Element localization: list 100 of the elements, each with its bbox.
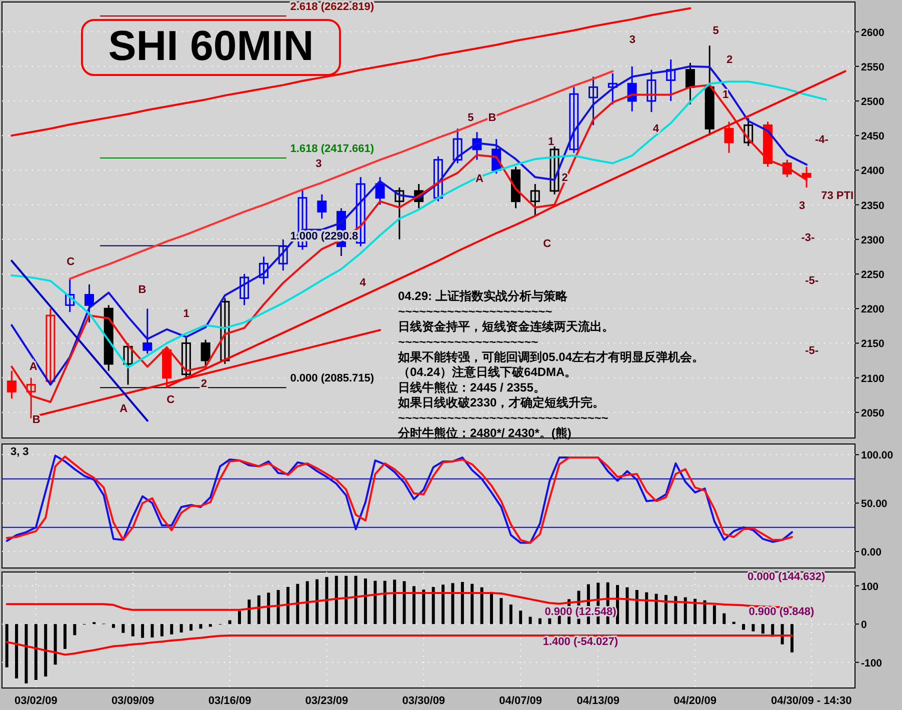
bar [664,594,668,624]
bar [519,610,522,624]
y-tick-label: 2250 [861,268,885,281]
y-tick-label: 0 [861,619,867,632]
annotation: 3 [316,158,322,170]
bar [160,624,164,636]
y-tick-label: 2600 [861,26,885,39]
bar [228,620,232,624]
y-tick-label: 2300 [861,234,885,246]
annotation: 5 [468,112,474,124]
annotation: B [138,284,146,296]
annotation: 4 [652,122,660,135]
bar [712,605,716,624]
bar [364,578,367,624]
bar [752,624,755,632]
annotation: A [120,402,128,415]
bar [238,611,241,624]
bar [374,580,377,624]
bar [790,624,794,652]
bar [267,592,270,624]
annotation: 3 [629,34,636,46]
bar [383,580,386,624]
annotation: 1 [183,308,190,320]
y-tick-label: 0.00 [861,546,882,559]
bar [422,590,426,624]
annotation: -4- [814,134,829,146]
bar [15,624,18,678]
bar [334,576,338,624]
line-series [6,634,793,656]
y-tick-label: 50.00 [861,498,888,510]
bar [112,624,115,628]
bar [44,624,48,677]
ref-line-label: 0.000 (2085.715) [290,372,374,385]
ref-line-label: 2.618 (2622.819) [290,0,374,13]
y-tick-label: 2450 [861,130,885,143]
annotation: 如果日线收破2330，才确定短线升完。 [397,396,605,410]
bar [208,624,212,627]
bar [780,624,784,644]
bar [248,600,251,624]
bar [54,624,57,665]
bar [354,576,358,624]
bar [412,586,416,624]
bar [674,596,678,624]
x-tick-label: 03/09/09 [111,695,154,707]
bar [170,624,174,634]
bar [306,581,309,624]
y-tick-label: 2150 [861,338,885,350]
bar [722,613,726,624]
bar [257,595,260,624]
bar [480,587,484,624]
annotation: 3 [798,200,806,212]
bar [528,616,532,624]
x-tick-label: 04/30/09 - 14:30 [771,695,852,707]
line-series [68,70,614,280]
annotation: 73 PTI [821,190,854,202]
x-tick-label: 03/02/09 [14,695,58,707]
bar [635,590,638,624]
y-tick-label: 100.00 [861,450,894,462]
bar [626,587,629,624]
annotation: 日线资金持平，短线资金连续两天流出。 [398,320,614,334]
bar [548,618,552,624]
annotation: 0.000 (144.632) [748,570,826,583]
annotation: 3, 3 [10,446,29,458]
bar [5,624,8,668]
annotation: 1 [548,136,554,148]
annotation: （04.24）注意日线下破64DMA。 [398,365,577,380]
y-tick-label: 2050 [861,407,885,420]
annotation: -3- [801,232,815,244]
bar [402,581,406,624]
annotation: 1 [722,88,729,101]
bar [684,597,687,624]
annotation: C [166,394,175,406]
annotation: B [32,414,40,426]
ref-line-label: 1.618 (2417.661) [290,142,374,155]
y-tick-label: 2350 [861,200,885,212]
bar [470,584,474,624]
bar [64,624,67,649]
bar [276,590,280,624]
bar [199,624,202,629]
bar [190,624,193,631]
bar [316,579,319,624]
bar [460,582,464,624]
y-tick-label: 100 [861,580,879,593]
x-tick-label: 03/23/09 [305,695,348,707]
bar [34,624,38,680]
bar [296,584,300,624]
annotation: ~~~~~~~~~~~~~~~~~~~~ [398,334,538,349]
x-tick-label: 03/16/09 [208,695,252,707]
annotation: 2 [200,378,208,390]
annotation: 4 [360,276,367,289]
y-tick-label: 2200 [861,304,885,316]
annotation: A [29,360,38,373]
x-tick-label: 04/07/09 [499,695,542,707]
bar [325,576,328,624]
annotation: -5- [805,344,819,357]
bar [538,618,542,624]
bar [150,624,154,638]
bar [131,624,134,636]
bar [73,624,76,636]
annotation: ~~~~~~~~~~~~~~~~~~~~~~~~~~~~~~ [398,410,608,425]
